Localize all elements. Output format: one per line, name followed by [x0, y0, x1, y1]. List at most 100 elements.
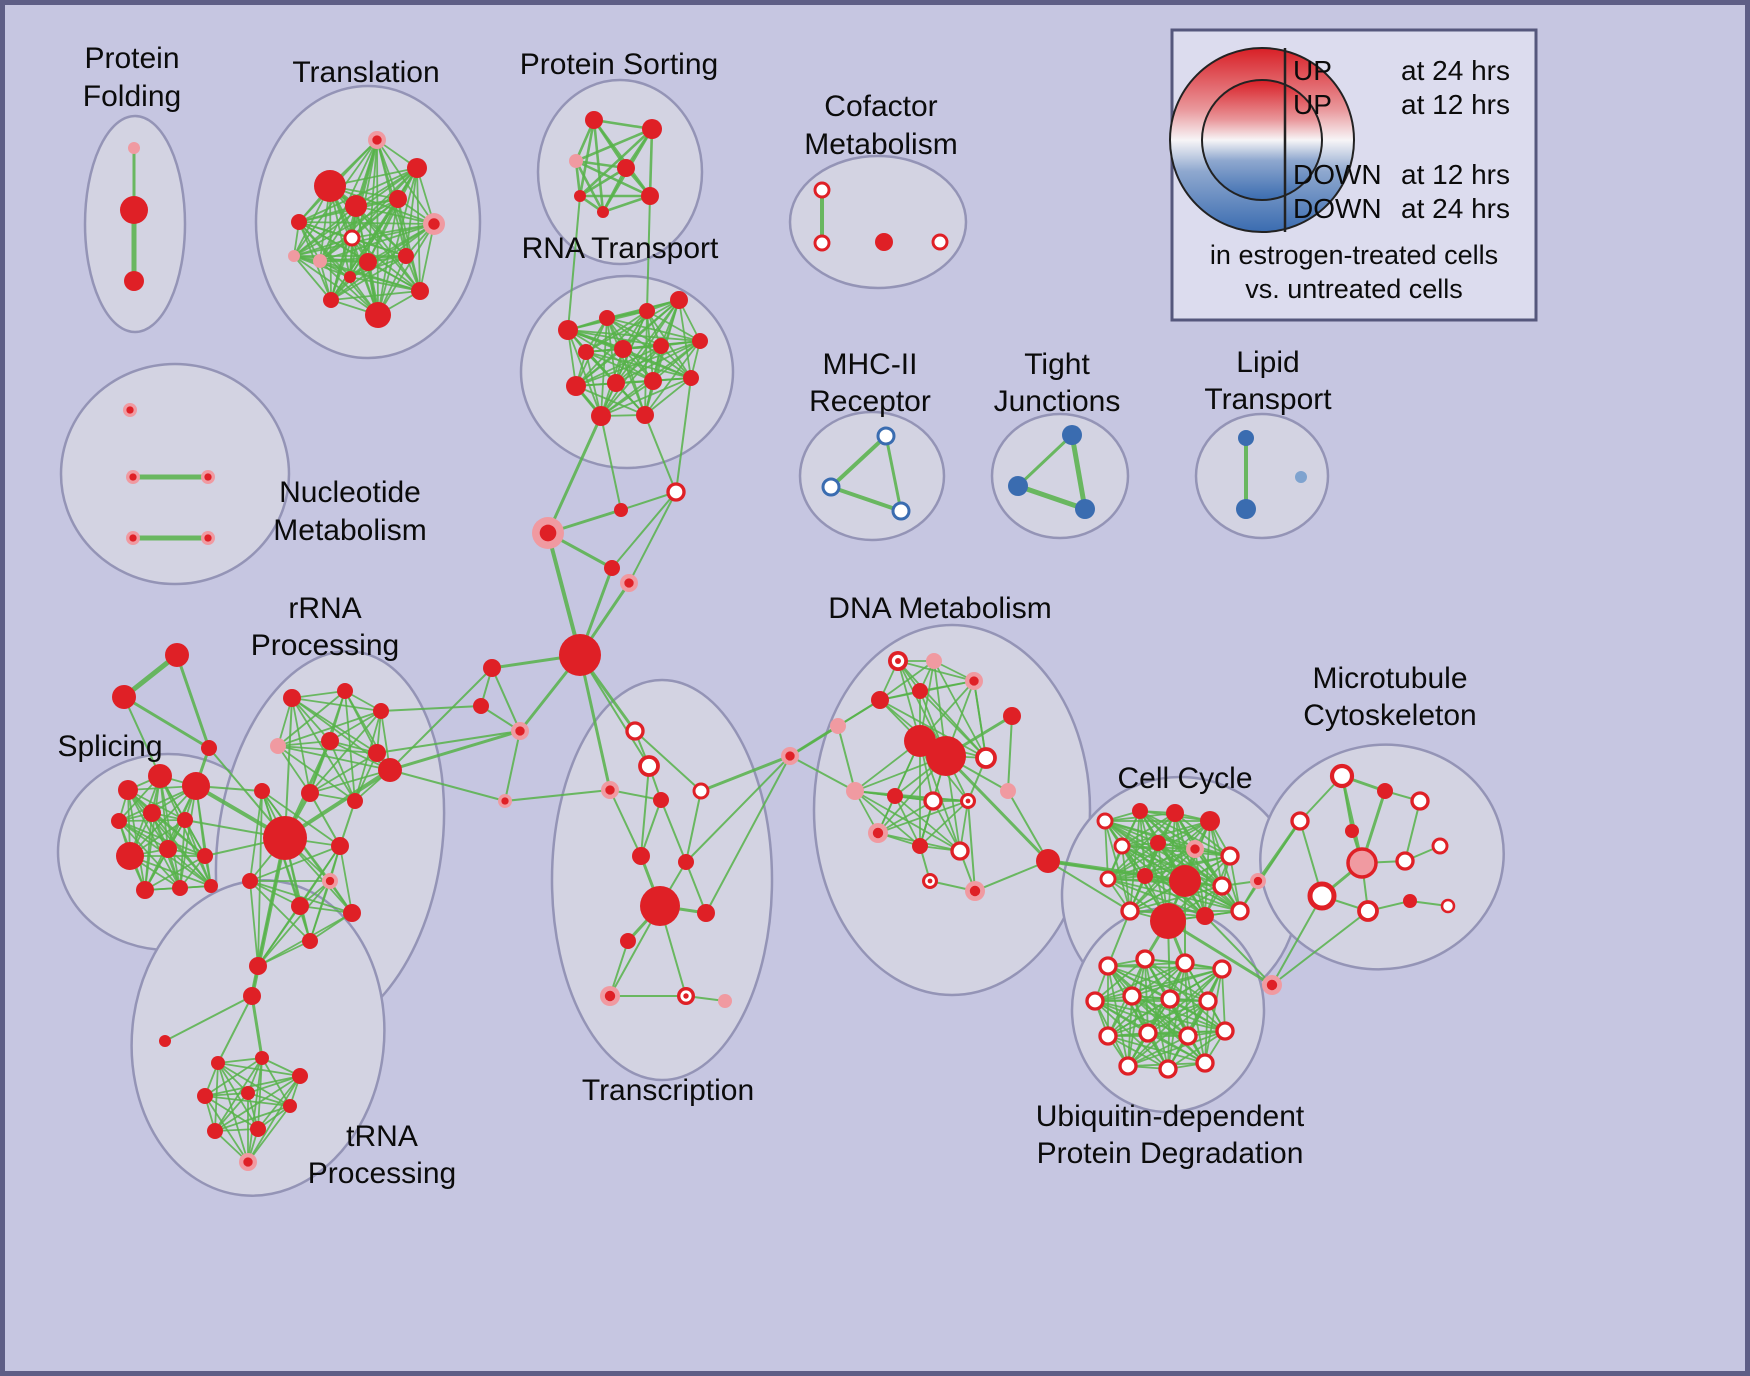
- network-node: [243, 987, 261, 1005]
- network-edge: [339, 845, 353, 914]
- network-node: [923, 791, 943, 811]
- network-edge: [944, 754, 1050, 863]
- network-edge: [685, 790, 702, 863]
- network-edge: [644, 377, 692, 416]
- network-edge: [261, 1057, 291, 1107]
- network-edge: [380, 705, 482, 712]
- network-edge: [567, 329, 701, 342]
- network-node: [574, 190, 586, 202]
- network-edge: [293, 223, 435, 257]
- network-node: [1236, 499, 1256, 519]
- network-node: [891, 501, 911, 521]
- network-node: [614, 503, 628, 517]
- network-edge: [546, 414, 603, 535]
- network-edge: [257, 880, 331, 967]
- cluster-label-mhc-ii-receptor: MHC-II: [823, 348, 918, 381]
- cluster-label-trna-processing: tRNA: [346, 1120, 418, 1153]
- network-node: [177, 812, 193, 828]
- network-edge: [388, 729, 522, 772]
- cluster-ellipse-mhc-ii-receptor: [798, 410, 946, 542]
- network-node: [411, 282, 429, 300]
- network-node: [871, 691, 889, 709]
- network-node: [1346, 847, 1378, 879]
- network-edge: [644, 340, 701, 416]
- network-edge: [309, 792, 341, 847]
- network-edge: [1104, 820, 1131, 912]
- network-node: [604, 990, 616, 1002]
- network-edge: [249, 790, 263, 882]
- network-node: [1113, 837, 1131, 855]
- network-edge: [309, 880, 331, 942]
- network-node: [129, 534, 137, 542]
- network-node: [1098, 956, 1118, 976]
- network-edge: [309, 710, 382, 794]
- network-edge: [319, 223, 435, 262]
- network-edge: [123, 696, 161, 777]
- network-edge: [578, 653, 612, 792]
- network-node: [325, 876, 335, 886]
- network-edge: [293, 205, 357, 257]
- cluster-label-nucleotide-metabolism: Nucleotide: [279, 476, 421, 509]
- network-node: [617, 159, 635, 177]
- network-edge: [159, 775, 181, 889]
- cluster-label-transcription: Transcription: [582, 1074, 754, 1107]
- network-node: [1200, 811, 1220, 831]
- network-node: [653, 792, 669, 808]
- network-node: [1178, 1026, 1198, 1046]
- network-node: [1238, 430, 1254, 446]
- network-node: [111, 813, 127, 829]
- network-edge: [575, 345, 662, 387]
- network-edge: [247, 1105, 291, 1163]
- network-edge: [257, 905, 301, 967]
- network-node: [1403, 894, 1417, 908]
- network-node: [254, 783, 270, 799]
- network-edge: [217, 1062, 301, 1077]
- network-node: [120, 196, 148, 224]
- network-node: [159, 1035, 171, 1047]
- network-node: [639, 303, 655, 319]
- legend: UP at 24 hrs UP at 12 hrs DOWN at 12 hrs…: [1169, 28, 1538, 322]
- network-edge: [1107, 848, 1196, 880]
- network-node: [1290, 811, 1310, 831]
- network-node: [347, 793, 363, 809]
- network-node: [670, 291, 688, 309]
- network-node: [1212, 876, 1232, 896]
- legend-down-24-label: DOWN: [1293, 193, 1382, 224]
- network-node: [182, 772, 210, 800]
- network-edge: [330, 255, 407, 301]
- cluster-label-microtubule-cytoskeleton: Microtubule: [1312, 662, 1467, 695]
- network-edge: [397, 198, 421, 292]
- network-node: [926, 653, 942, 669]
- network-node: [204, 473, 212, 481]
- network-node: [887, 788, 903, 804]
- network-edge: [159, 775, 212, 887]
- legend-up-12-time: at 12 hrs: [1401, 89, 1510, 120]
- network-edge: [1129, 810, 1141, 912]
- network-node: [1295, 471, 1307, 483]
- network-edge: [309, 752, 378, 794]
- network-node: [1212, 959, 1232, 979]
- network-edge: [389, 769, 506, 802]
- network-node: [539, 524, 557, 542]
- network-edge: [789, 755, 856, 792]
- network-edge: [837, 725, 856, 792]
- network-edge: [151, 812, 212, 887]
- network-node: [1266, 979, 1278, 991]
- network-edge: [376, 730, 521, 754]
- network-edge: [1131, 968, 1223, 997]
- network-node: [1008, 476, 1028, 496]
- network-edge: [144, 855, 206, 891]
- network-node: [1062, 425, 1082, 445]
- network-node: [291, 214, 307, 230]
- network-node: [124, 271, 144, 291]
- legend-down-24-time: at 24 hrs: [1401, 193, 1510, 224]
- legend-caption-line1: in estrogen-treated cells: [1210, 240, 1498, 270]
- network-edge: [675, 377, 692, 493]
- network-node: [636, 406, 654, 424]
- network-node: [368, 744, 386, 762]
- network-node: [343, 904, 361, 922]
- network-edge: [1107, 842, 1159, 880]
- network-edge: [1147, 1000, 1209, 1034]
- network-edge: [179, 819, 186, 889]
- network-edge: [829, 434, 888, 489]
